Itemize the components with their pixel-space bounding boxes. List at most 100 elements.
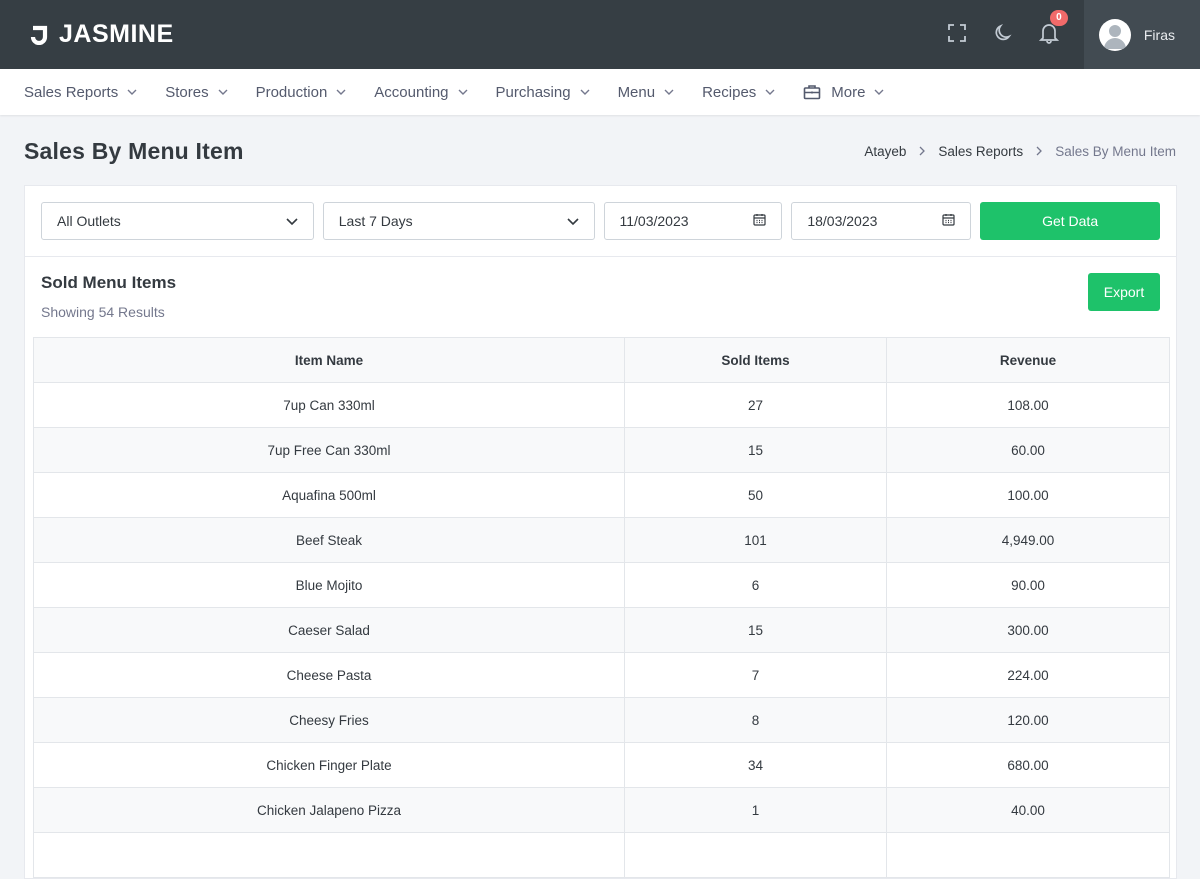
chevron-down-icon (664, 89, 674, 95)
cell-revenue: 100.00 (886, 472, 1170, 518)
cell-sold-items: 15 (624, 427, 887, 473)
table-row[interactable]: Cheese Pasta 7 224.00 (33, 652, 1170, 698)
cell-revenue: 120.00 (886, 697, 1170, 743)
cell-sold-items: 8 (624, 697, 887, 743)
table-row[interactable]: Chicken Finger Plate 34 680.00 (33, 742, 1170, 788)
date-from-value: 11/03/2023 (619, 213, 689, 229)
table-row[interactable]: Cheesy Fries 8 120.00 (33, 697, 1170, 743)
notification-badge: 0 (1049, 10, 1068, 26)
cell-item-name (33, 832, 625, 878)
notifications-button[interactable]: 0 (1026, 0, 1072, 69)
cell-item-name: Chicken Finger Plate (33, 742, 625, 788)
user-menu[interactable]: Firas (1083, 0, 1200, 69)
date-to-field[interactable]: 18/03/2023 (791, 202, 972, 240)
cell-revenue: 108.00 (886, 382, 1170, 428)
column-header-sold-items[interactable]: Sold Items (624, 337, 887, 383)
cell-sold-items: 34 (624, 742, 887, 788)
cell-sold-items: 50 (624, 472, 887, 518)
brand-mark-icon (30, 25, 48, 45)
get-data-button[interactable]: Get Data (980, 202, 1160, 240)
main-nav: Sales Reports Stores Production Accounti… (0, 69, 1200, 115)
bell-icon (1038, 22, 1059, 47)
nav-item-label: Production (255, 83, 328, 101)
table-row[interactable]: Beef Steak 101 4,949.00 (33, 517, 1170, 563)
cell-sold-items (624, 832, 887, 878)
briefcase-icon (803, 84, 821, 100)
section-title: Sold Menu Items (41, 273, 177, 292)
sold-items-table: Item Name Sold Items Revenue 7up Can 330… (33, 337, 1170, 878)
table-row[interactable]: 7up Can 330ml 27 108.00 (33, 382, 1170, 428)
brand-name: JASMINE (59, 20, 174, 48)
table-row[interactable]: Aquafina 500ml 50 100.00 (33, 472, 1170, 518)
table-row[interactable]: Chicken Jalapeno Pizza 1 40.00 (33, 787, 1170, 833)
date-range-select-value: Last 7 Days (338, 213, 413, 229)
theme-toggle-button[interactable] (980, 0, 1026, 69)
nav-item-label: Sales Reports (24, 83, 119, 101)
breadcrumb: Atayeb Sales Reports Sales By Menu Item (864, 144, 1176, 159)
date-range-select[interactable]: Last 7 Days (322, 202, 595, 240)
table-row[interactable]: Blue Mojito 6 90.00 (33, 562, 1170, 608)
chevron-down-icon (286, 213, 298, 229)
date-to-value: 18/03/2023 (807, 213, 878, 229)
nav-item-menu[interactable]: Menu (618, 84, 675, 101)
report-card: All Outlets Last 7 Days 11/03/2023 18/03… (24, 185, 1177, 879)
cell-item-name: 7up Free Can 330ml (33, 427, 625, 473)
fullscreen-button[interactable] (934, 0, 980, 69)
top-bar: JASMINE 0 Firas (0, 0, 1200, 69)
nav-item-label: More (831, 83, 866, 101)
chevron-right-icon (1036, 146, 1043, 156)
brand-logo[interactable]: JASMINE (0, 20, 174, 49)
section-header: Sold Menu Items Showing 54 Results Expor… (25, 257, 1176, 337)
table-row[interactable]: 7up Free Can 330ml 15 60.00 (33, 427, 1170, 473)
table-row[interactable]: Caeser Salad 15 300.00 (33, 607, 1170, 653)
fullscreen-icon (947, 23, 967, 46)
nav-item-stores[interactable]: Stores (165, 84, 228, 101)
chevron-down-icon (566, 213, 579, 229)
column-header-item-name[interactable]: Item Name (33, 337, 625, 383)
breadcrumb-item-atayeb[interactable]: Atayeb (864, 143, 907, 159)
user-name: Firas (1143, 26, 1175, 43)
outlet-select[interactable]: All Outlets (41, 202, 314, 240)
chevron-down-icon (765, 89, 775, 95)
cell-item-name: Cheesy Fries (33, 697, 625, 743)
cell-item-name: Caeser Salad (33, 607, 625, 653)
cell-revenue: 680.00 (886, 742, 1170, 788)
cell-revenue: 60.00 (886, 427, 1170, 473)
cell-sold-items: 7 (624, 652, 887, 698)
cell-item-name: Cheese Pasta (33, 652, 625, 698)
cell-item-name: Chicken Jalapeno Pizza (33, 787, 625, 833)
nav-item-production[interactable]: Production (256, 84, 347, 101)
nav-item-purchasing[interactable]: Purchasing (496, 84, 590, 101)
column-header-revenue[interactable]: Revenue (886, 337, 1170, 383)
nav-item-label: Recipes (702, 83, 757, 101)
cell-item-name: Aquafina 500ml (33, 472, 625, 518)
table-row[interactable] (33, 832, 1170, 878)
nav-item-label: Accounting (374, 83, 449, 101)
cell-revenue: 90.00 (886, 562, 1170, 608)
moon-icon (993, 23, 1013, 46)
filter-bar: All Outlets Last 7 Days 11/03/2023 18/03… (25, 186, 1176, 257)
cell-sold-items: 101 (624, 517, 887, 563)
breadcrumb-item-sales-reports[interactable]: Sales Reports (938, 143, 1024, 159)
calendar-icon (942, 213, 955, 229)
nav-item-recipes[interactable]: Recipes (702, 84, 775, 101)
chevron-down-icon (127, 89, 137, 95)
chevron-down-icon (874, 89, 884, 95)
nav-item-accounting[interactable]: Accounting (374, 83, 468, 101)
outlet-select-value: All Outlets (57, 213, 121, 229)
cell-item-name: Blue Mojito (33, 562, 625, 608)
nav-item-more[interactable]: More (803, 84, 884, 101)
chevron-down-icon (580, 89, 590, 95)
cell-revenue (886, 832, 1170, 878)
export-button[interactable]: Export (1088, 273, 1160, 311)
nav-item-sales-reports[interactable]: Sales Reports (24, 84, 137, 101)
page-title: Sales By Menu Item (24, 137, 244, 164)
chevron-down-icon (458, 89, 468, 95)
nav-item-label: Purchasing (495, 83, 571, 101)
date-from-field[interactable]: 11/03/2023 (603, 202, 783, 240)
nav-item-label: Menu (617, 83, 656, 101)
avatar (1098, 18, 1131, 51)
breadcrumb-item-current: Sales By Menu Item (1055, 143, 1176, 159)
table-header-row: Item Name Sold Items Revenue (33, 337, 1170, 383)
cell-revenue: 4,949.00 (886, 517, 1170, 563)
